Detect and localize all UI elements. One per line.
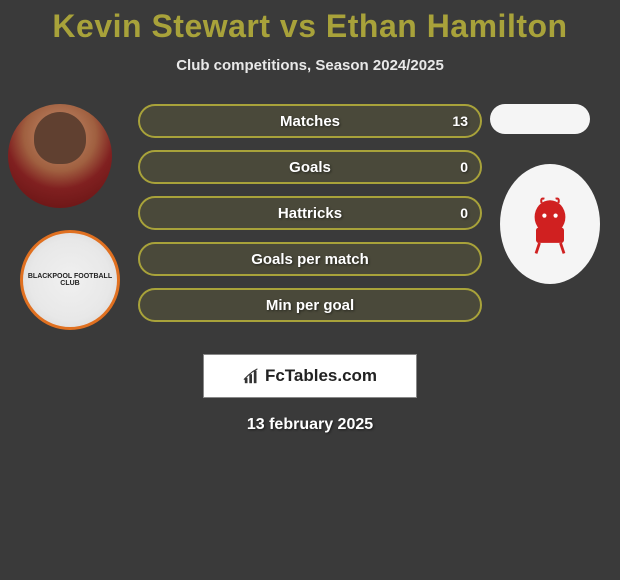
date-line: 13 february 2025 bbox=[0, 416, 620, 434]
stat-row-min-per-goal: Min per goal bbox=[138, 288, 482, 322]
stat-label: Goals bbox=[289, 159, 331, 176]
bar-chart-icon bbox=[243, 367, 261, 385]
stat-value-left: 0 bbox=[460, 205, 468, 221]
stat-label: Min per goal bbox=[266, 297, 354, 314]
stat-row-hattricks: Hattricks 0 bbox=[138, 196, 482, 230]
stat-label: Goals per match bbox=[251, 251, 369, 268]
left-player-photo bbox=[8, 104, 112, 208]
right-player-photo bbox=[490, 104, 590, 134]
stat-value-left: 0 bbox=[460, 159, 468, 175]
stats-area: BLACKPOOL FOOTBALL CLUB Matches 13 Goals… bbox=[0, 104, 620, 344]
left-player-club-badge: BLACKPOOL FOOTBALL CLUB bbox=[20, 230, 120, 330]
page-title: Kevin Stewart vs Ethan Hamilton bbox=[0, 0, 620, 45]
stat-label: Matches bbox=[280, 113, 340, 130]
right-player-club-badge bbox=[500, 164, 600, 284]
stat-label: Hattricks bbox=[278, 205, 342, 222]
right-club-mascot-icon bbox=[515, 182, 585, 266]
stat-value-left: 13 bbox=[452, 113, 468, 129]
source-logo: FcTables.com bbox=[203, 354, 417, 398]
stat-row-matches: Matches 13 bbox=[138, 104, 482, 138]
subtitle: Club competitions, Season 2024/2025 bbox=[0, 57, 620, 74]
logo-text: FcTables.com bbox=[265, 366, 377, 386]
left-club-name: BLACKPOOL FOOTBALL CLUB bbox=[23, 273, 117, 287]
stat-row-goals: Goals 0 bbox=[138, 150, 482, 184]
stat-row-goals-per-match: Goals per match bbox=[138, 242, 482, 276]
stat-rows: Matches 13 Goals 0 Hattricks 0 Goals per… bbox=[138, 104, 482, 334]
